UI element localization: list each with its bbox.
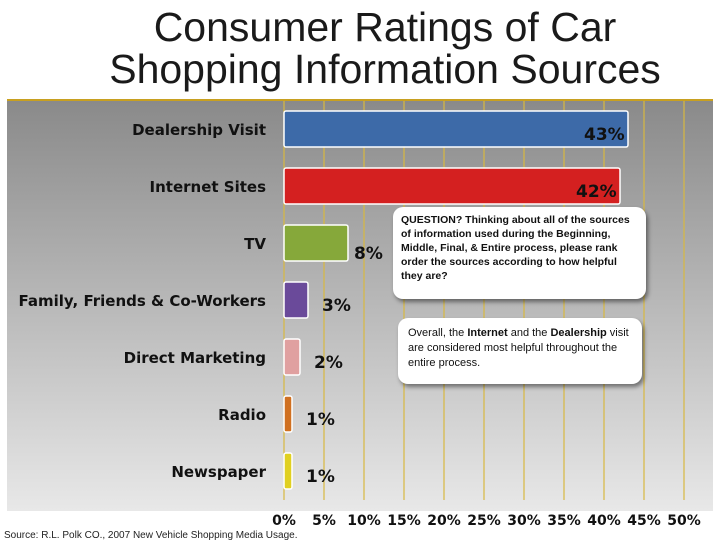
x-tick-label: 35%	[547, 513, 581, 529]
title-line-2: Shopping Information Sources	[109, 46, 661, 92]
x-tick-label: 5%	[312, 513, 336, 529]
bar	[283, 452, 293, 490]
overall-callout: Overall, the Internet and the Dealership…	[398, 318, 642, 384]
bar	[283, 338, 301, 376]
category-labels: Dealership Visit Internet Sites TV Family, …	[19, 121, 267, 481]
question-callout: QUESTION? Thinking about all of the sour…	[393, 207, 646, 299]
value-label: 1%	[306, 467, 335, 487]
bar	[283, 395, 293, 433]
category-label: Dealership Visit	[132, 121, 266, 139]
x-tick-label: 45%	[627, 513, 661, 529]
value-label: 43%	[584, 125, 625, 145]
category-label: TV	[244, 235, 266, 253]
question-callout-text: QUESTION? Thinking about all of the sour…	[401, 214, 630, 282]
x-tick-label: 40%	[587, 513, 621, 529]
source-note: Source: R.L. Polk CO., 2007 New Vehicle …	[4, 530, 298, 541]
value-label: 3%	[322, 296, 351, 316]
overall-bold-internet: Internet	[467, 327, 508, 339]
category-label: Newspaper	[171, 463, 266, 481]
overall-part2: and the	[507, 327, 551, 339]
bar	[283, 167, 621, 205]
x-tick-label: 30%	[507, 513, 541, 529]
value-labels: 43% 42% 8% 3% 2% 1% 1%	[306, 125, 625, 487]
x-tick-label: 25%	[467, 513, 501, 529]
x-tick-label: 15%	[387, 513, 421, 529]
x-tick-label: 20%	[427, 513, 461, 529]
overall-part3: visit are considered most helpful throug…	[408, 327, 629, 369]
category-label: Radio	[218, 406, 266, 424]
bar	[283, 110, 629, 148]
value-label: 42%	[576, 182, 617, 202]
overall-part1: Overall, the	[408, 327, 468, 339]
overall-bold-dealership: Dealership	[550, 327, 607, 339]
bar	[283, 281, 309, 319]
title-line-1: Consumer Ratings of Car	[153, 4, 617, 50]
bars	[283, 110, 629, 490]
category-label: Internet Sites	[150, 178, 267, 196]
value-label: 2%	[314, 353, 343, 373]
category-label: Direct Marketing	[124, 349, 266, 367]
bar	[283, 224, 349, 262]
x-tick-label: 0%	[272, 513, 296, 529]
chart-title: Consumer Ratings of Car Shopping Informa…	[60, 6, 710, 90]
value-label: 1%	[306, 410, 335, 430]
x-tick-label: 10%	[347, 513, 381, 529]
category-label: Family, Friends & Co-Workers	[19, 292, 267, 310]
x-tick-label: 50%	[667, 513, 701, 529]
value-label: 8%	[354, 244, 383, 264]
x-tick-labels: 0% 5% 10% 15% 20% 25% 30% 35% 40% 45% 50%	[272, 513, 701, 529]
